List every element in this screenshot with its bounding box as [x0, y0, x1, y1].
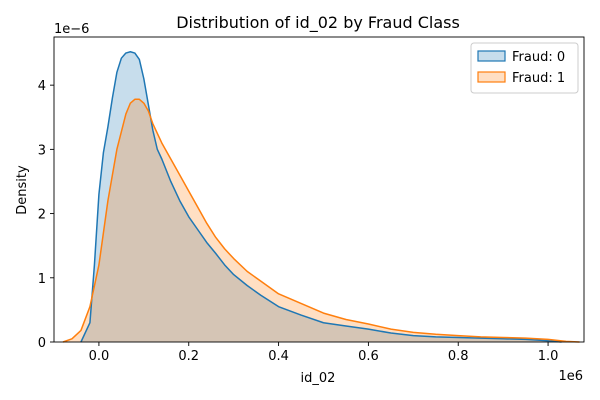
- x-axis-label: id_02: [301, 371, 336, 386]
- x-tick-label: 0.0: [89, 349, 110, 364]
- x-tick-label: 0.8: [448, 349, 469, 364]
- x-offset-label: 1e6: [558, 369, 583, 384]
- x-tick-label: 0.2: [178, 349, 199, 364]
- y-axis-ticks: 0 1 2 3 4: [38, 79, 54, 351]
- chart-title: Distribution of id_02 by Fraud Class: [176, 13, 460, 33]
- legend: Fraud: 0 Fraud: 1: [470, 42, 579, 94]
- series-area-fraud-1: [62, 99, 580, 342]
- x-axis-ticks: 0.0 0.2 0.4 0.6 0.8 1.0: [89, 342, 559, 364]
- series-line-fraud-1: [62, 98, 580, 343]
- y-tick-label: 1: [38, 272, 46, 287]
- series-line-fraud-0: [80, 51, 562, 343]
- legend-swatch-fraud-0: [477, 50, 506, 62]
- y-tick-label: 4: [38, 79, 46, 94]
- y-tick-label: 2: [38, 208, 46, 223]
- series-area-fraud-0: [80, 51, 562, 343]
- legend-box: [470, 42, 579, 94]
- legend-label-fraud-1: Fraud: 1: [512, 71, 565, 86]
- plot-frame: [53, 36, 585, 343]
- x-tick-label: 0.4: [268, 349, 289, 364]
- x-tick-label: 1.0: [538, 349, 559, 364]
- y-offset-label: 1e−6: [54, 22, 89, 37]
- y-tick-label: 3: [38, 143, 46, 158]
- x-tick-label: 0.6: [358, 349, 379, 364]
- legend-swatch-fraud-1: [477, 71, 506, 83]
- y-tick-label: 0: [38, 336, 46, 351]
- y-axis-label: Density: [15, 165, 30, 215]
- legend-label-fraud-0: Fraud: 0: [512, 50, 565, 65]
- series-layer: [62, 51, 580, 343]
